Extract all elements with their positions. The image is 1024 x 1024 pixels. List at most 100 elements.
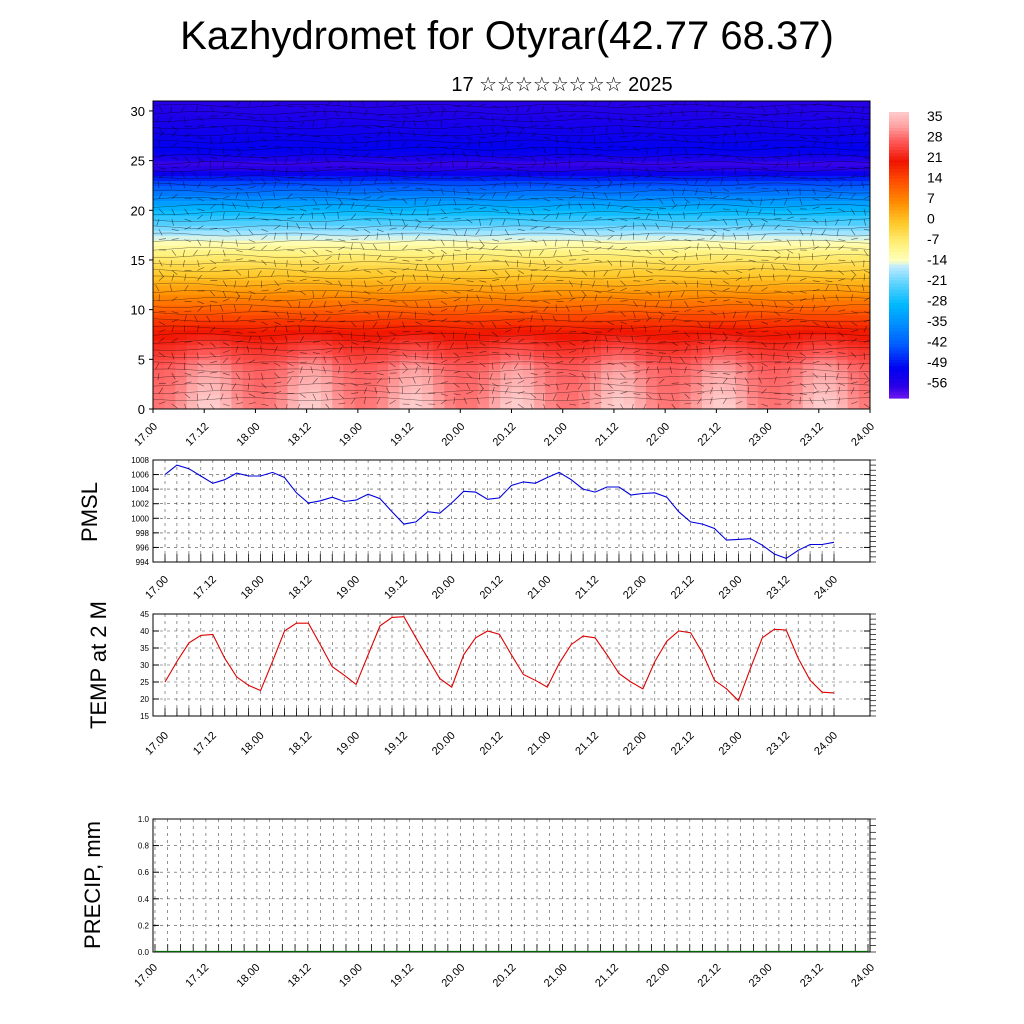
heatmap-cell <box>668 205 681 211</box>
heatmap-cell <box>455 205 468 211</box>
heatmap-cell <box>421 130 434 137</box>
heatmap-cell <box>421 145 434 152</box>
heatmap-cell <box>410 130 423 137</box>
heatmap-cell <box>231 374 244 380</box>
heatmap-cell <box>220 135 233 142</box>
heatmap-cell <box>533 130 546 137</box>
heatmap-cell <box>209 150 221 157</box>
heatmap-cell <box>242 304 255 311</box>
heatmap-cell <box>421 205 434 211</box>
heatmap-cell <box>847 175 860 182</box>
heatmap-cell <box>522 215 535 221</box>
heatmap-cell <box>657 240 669 246</box>
heatmap-cell <box>690 259 703 266</box>
heatmap-cell <box>847 319 860 326</box>
heatmap-cell <box>746 324 759 331</box>
heatmap-cell <box>220 165 233 172</box>
heatmap-cell <box>735 140 748 147</box>
heatmap-cell <box>220 264 233 271</box>
heatmap-cell <box>433 120 445 127</box>
heatmap-cell <box>399 180 412 187</box>
heatmap-cell <box>377 404 389 409</box>
heatmap-cell <box>791 240 804 246</box>
heatmap-cell <box>332 135 345 142</box>
heatmap-cell <box>421 155 434 162</box>
heatmap-cell <box>746 215 759 221</box>
y-tick-label: 998 <box>136 529 150 538</box>
heatmap-cell <box>813 190 826 196</box>
heatmap-cell <box>836 284 849 291</box>
heatmap-cell <box>444 359 457 365</box>
heatmap-cell <box>836 110 849 117</box>
heatmap-cell <box>265 269 277 276</box>
heatmap-cell <box>276 225 289 231</box>
heatmap-cell <box>623 250 636 256</box>
heatmap-cell <box>746 259 759 266</box>
heatmap-cell <box>657 220 669 226</box>
heatmap-cell <box>567 220 580 226</box>
heatmap-cell <box>444 384 457 390</box>
heatmap-cell <box>164 115 176 122</box>
heatmap-cell <box>701 304 714 311</box>
heatmap-cell <box>601 120 613 127</box>
heatmap-cell <box>522 240 535 246</box>
heatmap-cell <box>365 374 378 380</box>
heatmap-cell <box>589 309 602 316</box>
heatmap-cell <box>153 259 165 266</box>
heatmap-cell <box>645 140 658 147</box>
heatmap-cell <box>231 394 244 400</box>
colorbar-band <box>889 261 909 266</box>
heatmap-cell <box>365 200 378 206</box>
heatmap-cell <box>332 110 345 117</box>
heatmap-cell <box>276 115 289 122</box>
heatmap-cell <box>578 205 591 211</box>
colorbar-tick-label: -28 <box>927 293 947 309</box>
heatmap-cell <box>825 180 837 187</box>
heatmap-cell <box>578 314 591 321</box>
heatmap-cell <box>365 210 378 216</box>
heatmap-cell <box>802 130 815 137</box>
heatmap-cell <box>433 170 445 177</box>
contour-line <box>153 118 870 122</box>
heatmap-cell <box>612 319 625 326</box>
heatmap-cell <box>477 140 490 147</box>
heatmap-cell <box>153 190 165 196</box>
heatmap-cell <box>410 200 423 206</box>
heatmap-cell <box>276 135 289 142</box>
heatmap-cell <box>321 150 333 157</box>
y-tick-label: 15 <box>140 712 149 721</box>
heatmap-cell <box>388 349 401 355</box>
heatmap-cell <box>735 101 748 107</box>
heatmap-cell <box>724 145 737 152</box>
heatmap-cell <box>332 304 345 311</box>
x-tick-label: 22.12 <box>669 574 697 602</box>
heatmap-cell <box>388 304 401 311</box>
heatmap-cell <box>197 225 210 231</box>
heatmap-cell <box>175 384 188 390</box>
heatmap-cell <box>220 259 233 266</box>
heatmap-cell <box>746 185 759 192</box>
heatmap-cell <box>309 349 322 355</box>
heatmap-cell <box>365 369 378 375</box>
x-tick-label: 24.00 <box>849 962 877 990</box>
heatmap-cell <box>679 289 692 296</box>
heatmap-cell <box>645 101 658 107</box>
heatmap-cell <box>601 195 613 201</box>
heatmap-cell <box>298 404 311 409</box>
heatmap-cell <box>332 165 345 172</box>
heatmap-cell <box>444 294 457 301</box>
heatmap-cell <box>668 145 681 152</box>
heatmap-cell <box>153 404 165 409</box>
x-tick-label: 18.12 <box>287 730 315 758</box>
heatmap-cell <box>634 304 647 311</box>
heatmap-cell <box>757 250 770 256</box>
heatmap-cell <box>309 269 322 276</box>
heatmap-cell <box>388 394 401 400</box>
heatmap-cell <box>623 389 636 395</box>
heatmap-cell <box>388 215 401 221</box>
heatmap-cell <box>533 319 546 326</box>
heatmap-cell <box>242 200 255 206</box>
heatmap-cell <box>365 299 378 306</box>
heatmap-cell <box>242 264 255 271</box>
